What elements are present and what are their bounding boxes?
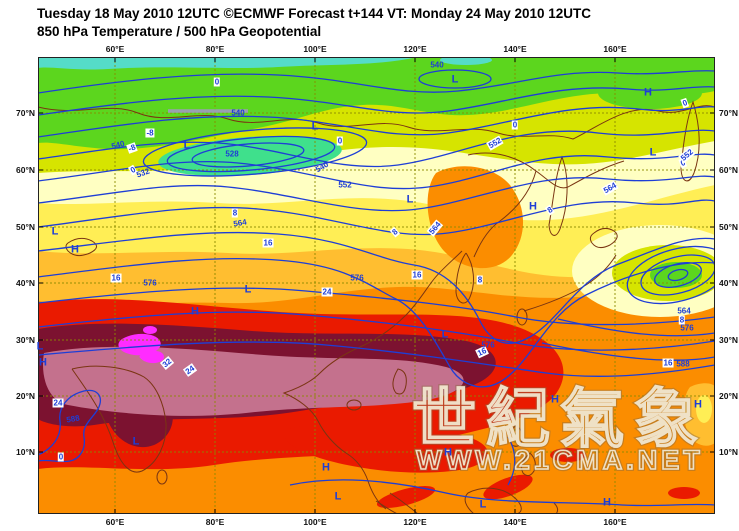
map-canvas: 世紀氣象 世紀氣象 WWW.21CMA.NET WWW.21CMA.NET <box>38 57 715 514</box>
axis-tick-label-lat-right: 40°N <box>719 278 738 288</box>
watermark-cjk-outline: 世紀氣象 <box>412 383 708 455</box>
chart-title-run: Tuesday 18 May 2010 12UTC ©ECMWF Forecas… <box>37 6 592 21</box>
axis-tick-label-lat-right: 10°N <box>719 447 738 457</box>
axis-tick-label-lon-top: 100°E <box>303 44 327 54</box>
axis-tick-label-lon-bottom: 80°E <box>205 517 225 527</box>
axis-tick-label-lon-top: 160°E <box>603 44 627 54</box>
axis-tick-label-lat-right: 60°N <box>719 165 738 175</box>
axis-tick-label-lat-left: 40°N <box>16 278 35 288</box>
grid-layer <box>38 57 715 514</box>
axis-tick-label-lon-bottom: 140°E <box>503 517 527 527</box>
axis-tick-label-lon-bottom: 60°E <box>105 517 125 527</box>
axis-tick-label-lon-bottom: 120°E <box>403 517 427 527</box>
axis-tick-label-lat-right: 30°N <box>719 335 738 345</box>
axis-tick-label-lat-left: 20°N <box>16 391 35 401</box>
watermark-cjk: 世紀氣象 <box>412 383 708 455</box>
axis-tick-label-lat-right: 50°N <box>719 222 738 232</box>
axis-tick-label-lon-bottom: 160°E <box>603 517 627 527</box>
axis-tick-label-lat-left: 60°N <box>16 165 35 175</box>
axis-tick-label-lat-left: 70°N <box>16 108 35 118</box>
axis-tick-label-lat-left: 30°N <box>16 335 35 345</box>
watermark-url-outline: WWW.21CMA.NET <box>416 445 704 475</box>
axis-tick-label-lon-top: 80°E <box>205 44 225 54</box>
map-frame <box>38 57 715 514</box>
axis-tick-label-lon-top: 120°E <box>403 44 427 54</box>
geopotential-contours-layer <box>38 69 715 507</box>
axis-tick-label-lat-right: 70°N <box>719 108 738 118</box>
watermark-url: WWW.21CMA.NET <box>416 445 704 475</box>
watermark: 世紀氣象 世紀氣象 WWW.21CMA.NET WWW.21CMA.NET <box>410 381 708 477</box>
axis-tick-label-lat-left: 10°N <box>16 447 35 457</box>
chart-title-fields: 850 hPa Temperature / 500 hPa Geopotenti… <box>37 24 322 39</box>
axis-tick-label-lat-left: 50°N <box>16 222 35 232</box>
axis-tick-label-lat-right: 20°N <box>719 391 738 401</box>
axis-tick-label-lon-top: 140°E <box>503 44 527 54</box>
axis-tick-label-lon-top: 60°E <box>105 44 125 54</box>
axis-tick-label-lon-bottom: 100°E <box>303 517 327 527</box>
